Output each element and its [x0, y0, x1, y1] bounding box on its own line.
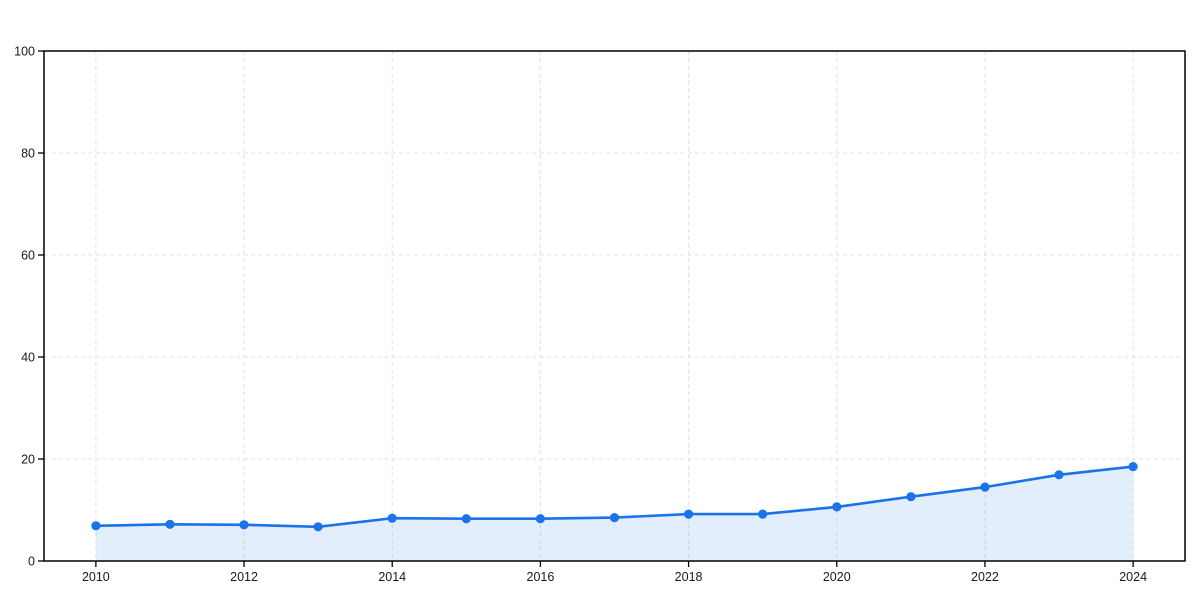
- y-tick-label: 60: [21, 249, 35, 263]
- data-point: [684, 509, 694, 519]
- x-tick-label: 2016: [527, 570, 555, 584]
- x-tick-label: 2014: [378, 570, 406, 584]
- plot-border: [43, 50, 1186, 562]
- y-tick-label: 80: [21, 147, 35, 161]
- x-tick-label: 2022: [971, 570, 999, 584]
- y-tick-label: 100: [14, 45, 35, 59]
- data-point: [609, 513, 620, 523]
- data-point: [1054, 470, 1064, 480]
- data-point: [980, 482, 990, 492]
- x-tick-label: 2010: [82, 570, 110, 584]
- data-point: [461, 514, 471, 524]
- data-point: [906, 492, 916, 502]
- area-fill: [95, 466, 1134, 561]
- y-tick-label: 40: [21, 351, 35, 365]
- y-tick-label: 0: [28, 555, 35, 569]
- data-point: [239, 520, 249, 530]
- data-point: [165, 519, 175, 529]
- y-tick-label: 20: [21, 453, 35, 467]
- x-tick-label: 2020: [823, 570, 851, 584]
- data-point: [535, 514, 546, 524]
- data-point: [313, 522, 323, 532]
- x-tick-label: 2018: [675, 570, 703, 584]
- data-point: [387, 513, 397, 523]
- data-point: [91, 521, 101, 531]
- data-point: [1128, 462, 1138, 472]
- x-tick-label: 2024: [1119, 570, 1147, 584]
- data-point: [758, 509, 768, 519]
- data-point: [832, 502, 842, 512]
- x-tick-label: 2012: [230, 570, 258, 584]
